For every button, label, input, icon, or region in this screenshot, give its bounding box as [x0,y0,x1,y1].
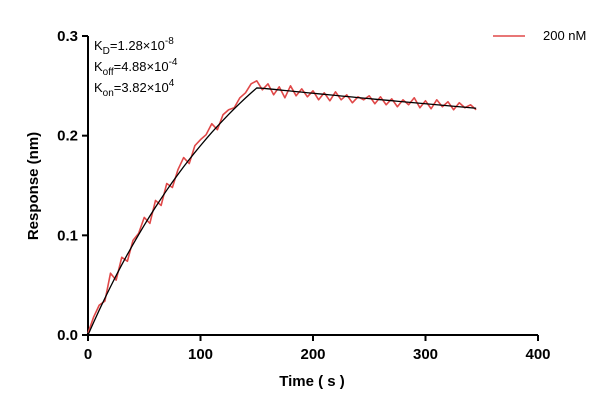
annotation: Koff=4.88×10-4 [94,57,178,78]
annotation-subscript: on [103,88,114,99]
annotation-subscript: off [103,67,114,78]
annotation-superscript: 4 [169,78,175,89]
x-tick-label: 200 [300,346,325,363]
annotation-superscript: -8 [165,36,174,47]
fit-line [87,87,477,336]
x-tick-label: 0 [84,346,92,363]
annotation-symbol: K [94,38,103,53]
data-line [87,80,477,334]
annotation-text: =1.28×10 [110,38,165,53]
y-tick-label: 0.0 [57,327,78,344]
y-tick-label: 0.2 [57,128,78,145]
annotation-subscript: D [103,46,110,57]
x-axis-title: Time ( s ) [279,373,345,390]
annotation: Kon=3.82×104 [94,78,175,99]
y-axis-title: Response (nm) [25,132,42,240]
annotation-text: =4.88×10 [114,59,169,74]
x-tick-label: 100 [188,346,213,363]
y-tick-label: 0.1 [57,227,78,244]
y-tick-label: 0.3 [57,28,78,45]
x-tick-label: 400 [525,346,550,363]
legend-label: 200 nM [543,28,586,43]
annotation-superscript: -4 [169,57,178,68]
annotation-text: =3.82×10 [114,80,169,95]
annotation: KD=1.28×10-8 [94,36,174,57]
annotation-symbol: K [94,80,103,95]
x-tick-label: 300 [413,346,438,363]
annotation-symbol: K [94,59,103,74]
